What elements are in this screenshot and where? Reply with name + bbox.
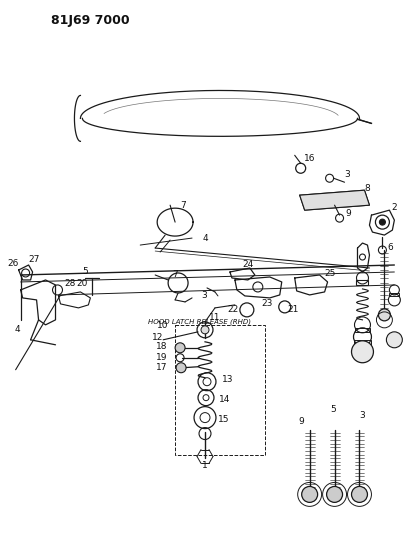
Text: HOOD LATCH RELEASE (RHD): HOOD LATCH RELEASE (RHD) <box>148 319 251 325</box>
Circle shape <box>385 332 401 348</box>
Text: 18: 18 <box>156 342 168 351</box>
Text: 23: 23 <box>261 300 272 309</box>
Text: 2: 2 <box>391 203 396 212</box>
Text: 17: 17 <box>156 363 168 372</box>
Text: 20: 20 <box>76 279 88 288</box>
Text: 3: 3 <box>359 411 364 420</box>
Text: 1: 1 <box>202 461 207 470</box>
Text: 13: 13 <box>222 375 233 384</box>
Text: 8: 8 <box>364 184 370 193</box>
Bar <box>389 293 399 296</box>
Text: 3: 3 <box>201 292 206 301</box>
Text: 5: 5 <box>82 268 88 277</box>
Text: 7: 7 <box>172 270 178 279</box>
Text: 26: 26 <box>7 259 18 268</box>
Text: 3: 3 <box>344 169 349 179</box>
Text: 14: 14 <box>219 395 230 404</box>
Text: 22: 22 <box>227 305 238 314</box>
Circle shape <box>351 487 367 503</box>
Bar <box>175 325 264 455</box>
Polygon shape <box>299 190 368 210</box>
Text: 7: 7 <box>180 200 185 209</box>
Text: 21: 21 <box>286 305 298 314</box>
Text: 24: 24 <box>242 260 253 269</box>
Text: 27: 27 <box>28 255 39 263</box>
Text: 15: 15 <box>218 415 229 424</box>
Text: 4: 4 <box>15 325 20 334</box>
Text: 5: 5 <box>330 405 336 414</box>
Circle shape <box>201 326 209 334</box>
Bar <box>356 280 368 285</box>
Circle shape <box>377 309 389 321</box>
Circle shape <box>176 363 185 373</box>
Bar <box>353 340 370 345</box>
Text: 12: 12 <box>151 333 162 342</box>
Text: 10: 10 <box>157 321 169 330</box>
Circle shape <box>351 341 373 363</box>
Text: 11: 11 <box>209 313 220 322</box>
Text: 25: 25 <box>323 270 335 278</box>
Text: 16: 16 <box>303 154 315 163</box>
Text: 4: 4 <box>202 233 207 243</box>
Circle shape <box>326 487 342 503</box>
Text: 81J69 7000: 81J69 7000 <box>50 14 129 27</box>
Text: 19: 19 <box>156 353 168 362</box>
Circle shape <box>175 343 185 353</box>
Circle shape <box>301 487 317 503</box>
Text: 9: 9 <box>345 208 351 217</box>
Bar <box>354 328 370 332</box>
Text: 9: 9 <box>298 417 304 426</box>
Text: 28: 28 <box>64 279 76 288</box>
Text: 6: 6 <box>387 243 392 252</box>
Circle shape <box>378 219 385 225</box>
